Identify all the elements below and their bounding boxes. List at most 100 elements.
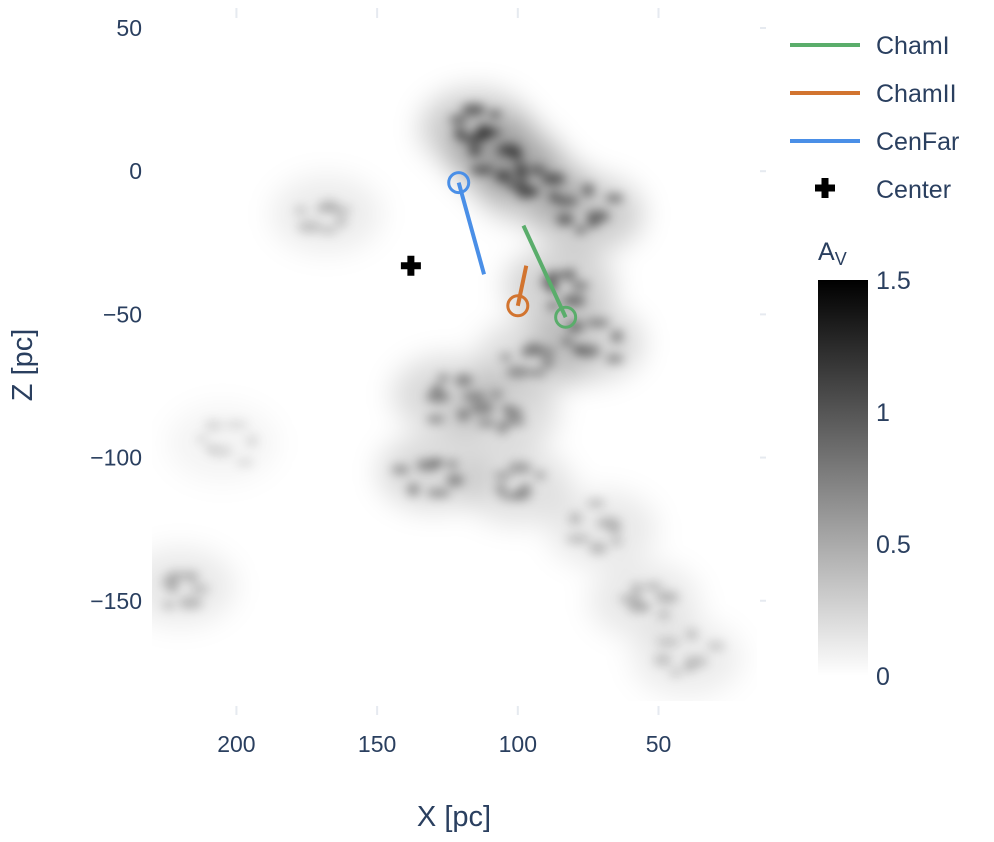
heatmap-clump — [546, 301, 559, 310]
heatmap-clump — [461, 103, 486, 116]
y-tick-label: −150 — [90, 588, 142, 614]
heatmap-clump — [449, 115, 468, 124]
heatmap-clump — [656, 638, 681, 647]
heatmap-clump — [496, 422, 509, 435]
heatmap-haze — [476, 319, 587, 396]
heatmap-clump — [426, 489, 451, 498]
series-marker-cenfar — [447, 171, 471, 195]
y-tick-label: 50 — [116, 15, 142, 41]
heatmap-haze — [378, 433, 489, 510]
heatmap-clump — [327, 205, 352, 214]
y-tick-label: −100 — [90, 445, 142, 471]
heatmap-clump — [468, 144, 481, 157]
heatmap-clump — [554, 197, 579, 206]
colorbar: AV 0 0.5 1 1.5 — [818, 238, 911, 691]
y-axis-title: Z [pc] — [7, 329, 39, 402]
heatmap-clump — [541, 172, 566, 185]
heatmap-clump — [510, 151, 523, 160]
heatmap-clump — [547, 192, 560, 201]
x-tick-label: 150 — [358, 731, 396, 757]
heatmap-clump — [502, 418, 527, 427]
heatmap-clump — [528, 166, 547, 175]
heatmap-clump — [585, 318, 610, 327]
heatmap-clump — [437, 374, 450, 383]
heatmap-clump — [630, 582, 643, 595]
legend-label-cenfar: CenFar — [876, 128, 959, 156]
x-axis-title: X [pc] — [417, 801, 491, 833]
heatmap-clump — [571, 281, 590, 290]
legend: ChamI ChamII CenFar Center — [790, 32, 959, 204]
heatmap-clump — [561, 337, 574, 346]
heatmap-haze — [547, 491, 658, 568]
heatmap-clump — [556, 213, 575, 226]
heatmap-clump — [566, 320, 585, 333]
heatmap-clump — [571, 345, 584, 354]
series-line-chamii — [515, 265, 529, 307]
heatmap-clump — [431, 384, 444, 393]
heatmap-clump — [655, 591, 680, 604]
heatmap — [152, 90, 742, 697]
heatmap-clump — [574, 225, 587, 234]
heatmap-clump — [561, 294, 586, 307]
legend-label-chami: ChamI — [876, 32, 950, 60]
heatmap-clump — [391, 465, 410, 474]
heatmap-clump — [544, 270, 569, 279]
axes: 200 150 100 50 50 0 −50 −100 −150 — [90, 8, 766, 757]
heatmap-clump — [582, 184, 595, 197]
heatmap-clump — [454, 374, 473, 387]
heatmap-clump — [446, 460, 459, 469]
heatmap-haze — [505, 247, 616, 324]
colorbar-gradient — [818, 280, 868, 676]
heatmap-clump — [505, 181, 530, 190]
heatmap-clump — [499, 353, 512, 362]
colorbar-tick-label: 1.5 — [876, 267, 911, 295]
heatmap-haze — [167, 405, 278, 482]
heatmap-clump — [425, 390, 450, 403]
heatmap-clump — [605, 194, 624, 203]
heatmap-clump — [586, 499, 605, 508]
heatmap-clump — [494, 170, 513, 183]
heatmap-clump — [178, 596, 203, 609]
heatmap-clump — [319, 226, 338, 235]
series-line-chami — [521, 224, 568, 319]
heatmap-clump — [470, 165, 495, 174]
heatmap-clump — [528, 368, 547, 377]
colorbar-tick-label: 0 — [876, 663, 890, 691]
heatmap-clump — [235, 458, 254, 467]
colorbar-title-main: A — [818, 238, 835, 266]
heatmap-clump — [477, 419, 496, 428]
heatmap-clump — [190, 585, 209, 594]
heatmap-clump — [515, 168, 528, 181]
heatmap-clump — [495, 482, 508, 495]
heatmap-clump — [609, 526, 622, 535]
heatmap-clump — [335, 215, 348, 228]
heatmap-clump — [426, 415, 445, 424]
heatmap-haze — [271, 176, 382, 253]
heatmap-clump — [531, 347, 556, 356]
heatmap-clump — [462, 392, 487, 401]
heatmap-clump — [488, 110, 501, 119]
heatmap-clump — [541, 356, 554, 369]
heatmap-clump — [246, 434, 259, 447]
legend-label-chamii: ChamII — [876, 80, 957, 108]
heatmap-clump — [490, 390, 503, 399]
heatmap-clump — [407, 483, 420, 496]
heatmap-clump — [533, 471, 546, 480]
heatmap-clump — [685, 628, 698, 641]
heatmap-clump — [493, 471, 512, 480]
heatmap-clump — [482, 128, 501, 137]
heatmap-clump — [204, 443, 217, 452]
x-tick-label: 50 — [646, 731, 672, 757]
series-marker-chami — [554, 305, 578, 329]
heatmap-clump — [506, 366, 531, 379]
heatmap-clump — [627, 600, 646, 613]
heatmap-clump — [586, 219, 599, 228]
heatmap-clump — [618, 594, 643, 603]
colorbar-title: AV — [818, 238, 847, 269]
heatmap-clump — [707, 642, 726, 651]
heatmap-clump — [585, 210, 610, 223]
y-tick-label: −50 — [103, 301, 142, 327]
x-tick-label: 100 — [499, 731, 537, 757]
heatmap-clump — [610, 537, 623, 546]
